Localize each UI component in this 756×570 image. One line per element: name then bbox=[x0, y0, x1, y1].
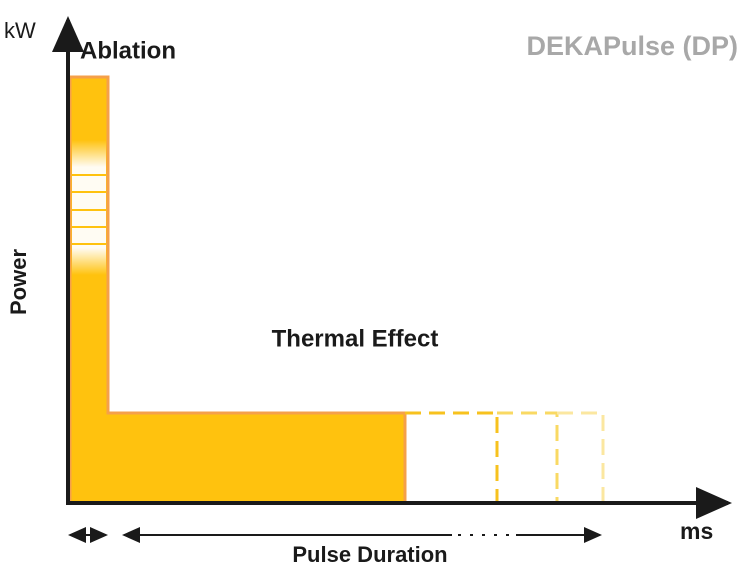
pulse-shape bbox=[68, 75, 407, 505]
ablation-glow bbox=[72, 140, 106, 275]
thermal-label: Thermal Effect bbox=[272, 325, 439, 352]
y-unit: kW bbox=[4, 18, 36, 43]
x-unit: ms bbox=[680, 518, 713, 544]
y-label: Power bbox=[6, 249, 31, 315]
extension-dashes bbox=[405, 411, 605, 503]
glow-lines bbox=[72, 174, 106, 245]
x-label: Pulse Duration bbox=[292, 542, 447, 567]
title: DEKAPulse (DP) bbox=[526, 31, 738, 61]
ablation-label: Ablation bbox=[80, 37, 176, 64]
